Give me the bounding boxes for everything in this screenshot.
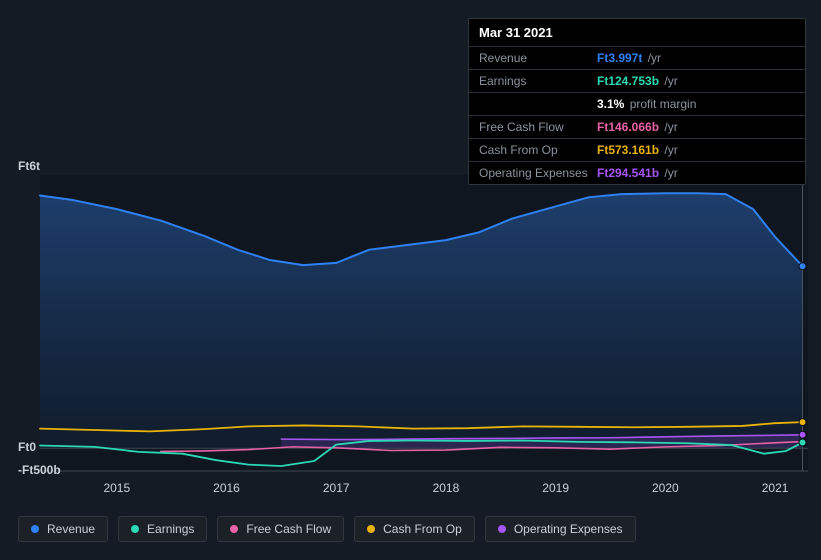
- legend-dot-icon: [131, 525, 139, 533]
- legend-item-free-cash-flow[interactable]: Free Cash Flow: [217, 516, 344, 542]
- tooltip-row-value: Ft3.997t /yr: [597, 51, 661, 65]
- tooltip-row-label: [479, 97, 597, 111]
- tooltip-row: Operating ExpensesFt294.541b /yr: [469, 161, 805, 184]
- y-axis-label: Ft6t: [18, 159, 40, 173]
- legend-item-label: Earnings: [147, 522, 194, 536]
- tooltip-row-value: Ft573.161b /yr: [597, 143, 678, 157]
- legend-dot-icon: [498, 525, 506, 533]
- tooltip-row-label: Free Cash Flow: [479, 120, 597, 134]
- tooltip-row-value: 3.1% profit margin: [597, 97, 696, 111]
- x-axis-label: 2015: [103, 481, 130, 495]
- tooltip-row: RevenueFt3.997t /yr: [469, 46, 805, 69]
- legend-item-label: Operating Expenses: [514, 522, 623, 536]
- tooltip-row-value: Ft124.753b /yr: [597, 74, 678, 88]
- legend-item-label: Cash From Op: [383, 522, 462, 536]
- tooltip-row: Cash From OpFt573.161b /yr: [469, 138, 805, 161]
- chart-tooltip: Mar 31 2021 RevenueFt3.997t /yrEarningsF…: [468, 18, 806, 185]
- x-axis-label: 2019: [542, 481, 569, 495]
- x-axis-label: 2021: [762, 481, 789, 495]
- tooltip-row-label: Operating Expenses: [479, 166, 597, 180]
- x-axis-label: 2017: [323, 481, 350, 495]
- tooltip-row-value: Ft294.541b /yr: [597, 166, 678, 180]
- x-axis-label: 2016: [213, 481, 240, 495]
- legend-item-earnings[interactable]: Earnings: [118, 516, 207, 542]
- chart-legend: Revenue Earnings Free Cash Flow Cash From O…: [18, 516, 636, 542]
- tooltip-date: Mar 31 2021: [469, 19, 805, 46]
- legend-dot-icon: [367, 525, 375, 533]
- tooltip-row-value: Ft146.066b /yr: [597, 120, 678, 134]
- tooltip-row-label: Cash From Op: [479, 143, 597, 157]
- y-axis-label: -Ft500b: [18, 463, 61, 477]
- tooltip-row: EarningsFt124.753b /yr: [469, 69, 805, 92]
- legend-item-label: Free Cash Flow: [246, 522, 331, 536]
- legend-item-operating-expenses[interactable]: Operating Expenses: [485, 516, 636, 542]
- tooltip-row-label: Revenue: [479, 51, 597, 65]
- tooltip-row: 3.1% profit margin: [469, 92, 805, 115]
- legend-dot-icon: [31, 525, 39, 533]
- legend-item-label: Revenue: [47, 522, 95, 536]
- tooltip-row: Free Cash FlowFt146.066b /yr: [469, 115, 805, 138]
- legend-dot-icon: [230, 525, 238, 533]
- tooltip-row-label: Earnings: [479, 74, 597, 88]
- legend-item-cash-from-op[interactable]: Cash From Op: [354, 516, 475, 542]
- x-axis-label: 2020: [652, 481, 679, 495]
- y-axis-label: Ft0: [18, 440, 36, 454]
- x-axis-label: 2018: [433, 481, 460, 495]
- legend-item-revenue[interactable]: Revenue: [18, 516, 108, 542]
